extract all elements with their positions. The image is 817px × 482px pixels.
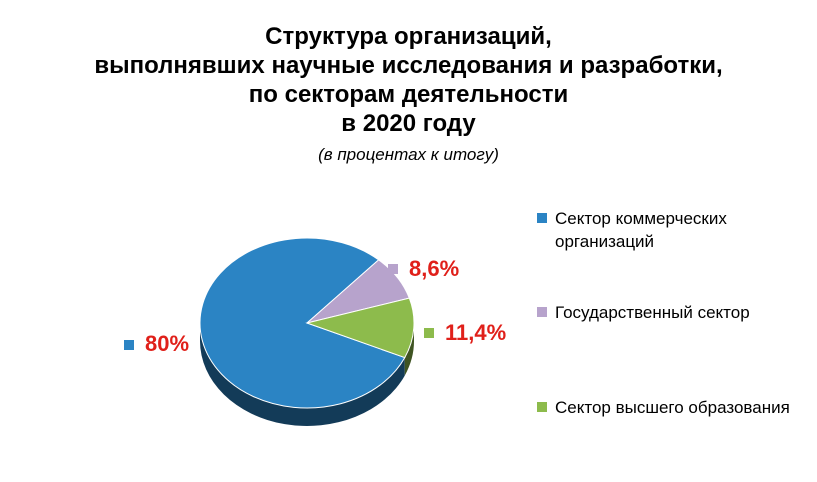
label-marker-government (388, 264, 398, 274)
label-higher-education: 11,4% (445, 320, 506, 345)
label-marker-commercial (124, 340, 134, 350)
legend-label-higher-education: Сектор высшего образования (555, 398, 790, 417)
label-government: 8,6% (409, 256, 459, 281)
legend-item-government: Государственный сектор (537, 301, 795, 324)
slice-higher-education (305, 297, 415, 359)
slice-commercial (199, 237, 406, 409)
legend-item-commercial: Сектор коммерческих организаций (537, 207, 795, 253)
slice-higher-education-side (404, 323, 414, 376)
chart-title-line-4: в 2020 году (341, 110, 476, 137)
legend-item-higher-education: Сектор высшего образования (537, 396, 795, 419)
legend-label-commercial: Сектор коммерческих организаций (555, 209, 727, 251)
chart-title-line-1: Структура организаций, (265, 23, 552, 50)
legend-marker-government (537, 307, 547, 317)
chart-title-line-3: по секторам деятельности (248, 81, 569, 108)
label-marker-higher-education (424, 328, 434, 338)
chart-title: Структура организаций, выполнявших научн… (0, 22, 817, 138)
pie-side-walls (200, 323, 414, 426)
chart-title-line-2: выполнявших научные исследования и разра… (94, 52, 723, 79)
slice-commercial-side (200, 323, 405, 426)
legend-marker-commercial (537, 213, 547, 223)
chart-subtitle: (в процентах к итогу) (318, 145, 499, 164)
legend-label-government: Государственный сектор (555, 303, 750, 322)
label-commercial: 80% (145, 331, 189, 356)
legend-marker-higher-education (537, 402, 547, 412)
